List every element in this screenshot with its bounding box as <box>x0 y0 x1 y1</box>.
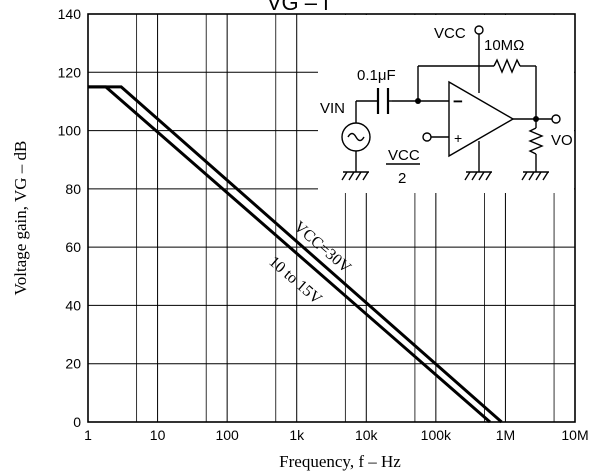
x-tick-label: 100 <box>215 427 239 443</box>
y-axis-label: Voltage gain, VG – dB <box>11 141 30 296</box>
x-axis-label: Frequency, f – Hz <box>279 452 401 471</box>
vcc-label: VCC <box>434 25 466 42</box>
y-tick-label: 100 <box>58 123 82 139</box>
y-axis-ticks: 0 20 40 60 80 100 120 140 <box>58 6 82 430</box>
plot-frame <box>87 13 576 423</box>
chart-title: VG – f <box>267 0 330 15</box>
circuit-inset: VCC 10MΩ 0.1μF VIN − + VCC 2 VO <box>318 15 574 193</box>
y-tick-label: 80 <box>65 181 81 197</box>
x-tick-label: 1M <box>496 427 515 443</box>
vin-label: VIN <box>320 100 345 117</box>
vcc-half-denominator: 2 <box>398 170 406 187</box>
y-tick-label: 140 <box>58 6 82 22</box>
y-tick-label: 120 <box>58 64 82 80</box>
x-tick-label: 10 <box>150 427 166 443</box>
series-label-10to15: 10 to 15V <box>265 253 325 308</box>
series-group <box>88 85 503 424</box>
vcc-half-numerator: VCC <box>388 147 420 164</box>
y-tick-label: 60 <box>65 239 81 255</box>
series-line-2 <box>88 85 491 424</box>
y-tick-label: 0 <box>73 414 81 430</box>
x-tick-label: 1 <box>84 427 92 443</box>
vo-label: VO <box>551 132 573 149</box>
x-tick-label: 10M <box>561 427 588 443</box>
opamp-plus-label: + <box>454 130 462 146</box>
y-tick-label: 20 <box>65 356 81 372</box>
x-tick-label: 1k <box>289 427 305 443</box>
y-tick-label: 40 <box>65 297 81 313</box>
x-tick-label: 10k <box>355 427 379 443</box>
x-tick-label: 100k <box>421 427 452 443</box>
feedback-resistor-label: 10MΩ <box>484 37 524 54</box>
opamp-minus-label: − <box>453 92 463 111</box>
capacitor-label: 0.1μF <box>357 67 396 84</box>
x-axis-ticks: 1 10 100 1k 10k 100k 1M 10M <box>84 427 589 443</box>
